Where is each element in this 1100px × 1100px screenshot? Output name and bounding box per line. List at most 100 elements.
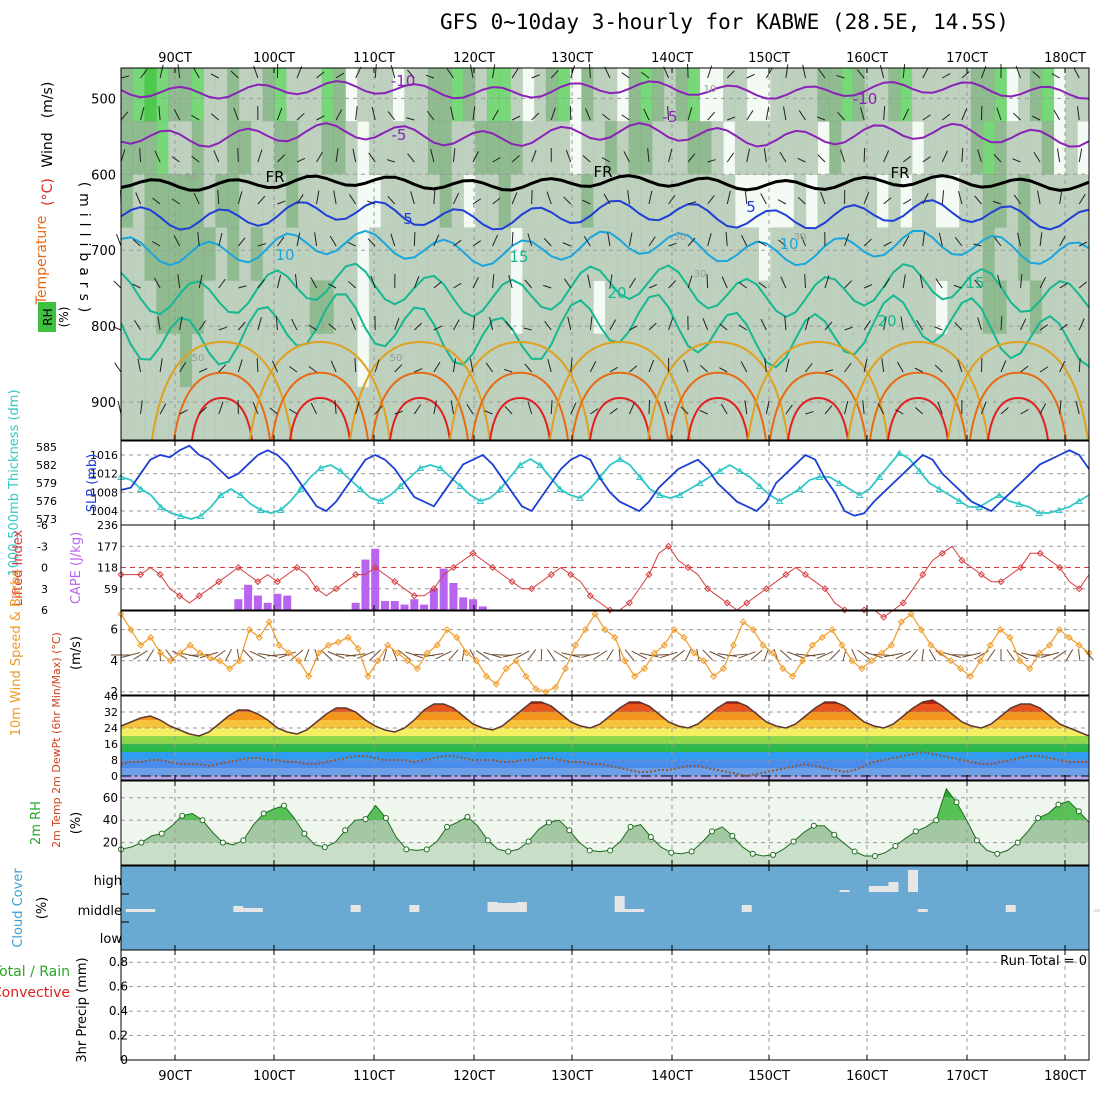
rh-shade-cell: [121, 174, 134, 228]
rh2m-axis-label: 2m RH: [29, 801, 44, 845]
rh-point: [770, 851, 777, 858]
cape-bar: [351, 602, 360, 610]
run-total-label: Run Total = 0: [1000, 954, 1087, 969]
wind-barb-10m: [461, 648, 465, 662]
cross-section-panel: [112, 63, 1090, 441]
wind-barb: [915, 407, 924, 415]
rh-shade-cell: [711, 386, 724, 441]
thickness-point: [855, 491, 864, 498]
wind-barb-10m: [618, 648, 621, 662]
pressure-tick-label: 600: [91, 168, 116, 183]
rh-shade-cell: [392, 121, 405, 175]
rh-shade-cell: [416, 280, 429, 335]
wind-barb: [687, 201, 697, 205]
wind-barb: [643, 108, 650, 121]
cloud-bar: [839, 890, 850, 892]
warm-contour: [947, 340, 1089, 441]
thickness-point: [496, 485, 505, 492]
wind-barb: [583, 236, 591, 247]
wind-speed-point: [986, 641, 994, 649]
rh-shade-cell: [687, 174, 700, 228]
rh-shade-cell: [1041, 121, 1055, 175]
contour-label: 20: [607, 284, 626, 302]
wind-barb: [132, 239, 141, 247]
rh-shade-cell: [569, 174, 582, 228]
x-tick-label-top: 90CT: [158, 51, 192, 66]
wind-barb: [433, 234, 440, 247]
rh-point: [729, 832, 736, 839]
wind-barb: [137, 358, 142, 373]
rh-shade-cell: [156, 280, 169, 335]
rh-shade-cell: [841, 121, 854, 175]
wind-barb: [738, 324, 748, 331]
rh-shade-cell: [758, 386, 771, 441]
cape-bar: [283, 595, 292, 610]
wind-barb: [374, 64, 377, 79]
contour-label: 30: [674, 232, 687, 243]
rh-shade-cell: [746, 333, 759, 388]
warm-contour: [847, 340, 989, 441]
wind-barb: [316, 71, 325, 79]
cloud-bar: [1093, 909, 1100, 912]
wind-barb: [316, 115, 325, 121]
rh-shade-cell: [368, 227, 382, 282]
wind-barb: [784, 316, 787, 331]
wind-speed-point: [423, 649, 431, 657]
rh-point: [872, 853, 879, 860]
temperature-unit-label: (°C): [40, 178, 56, 206]
wind-barb: [153, 277, 161, 289]
wind-barb: [120, 111, 129, 121]
wind-speed-point: [759, 641, 767, 649]
rh-shade-cell: [180, 386, 193, 441]
rh-shade-cell: [935, 121, 948, 175]
cloud-bar: [614, 896, 625, 912]
cloud-bar: [888, 882, 899, 892]
wind-barb: [582, 199, 591, 205]
wind-speed-point: [897, 618, 905, 626]
precip-tick-label: 0.4: [109, 1004, 128, 1018]
rh-shade-cell: [817, 280, 830, 335]
rh-shade-cell: [427, 333, 441, 388]
wind-barb: [277, 236, 285, 247]
wind-speed-point: [374, 657, 382, 665]
thickness-point: [715, 467, 724, 474]
rh-point: [586, 847, 593, 854]
wind-barb: [668, 280, 677, 289]
wind-speed-point: [927, 641, 935, 649]
wind-speed-point: [700, 657, 708, 665]
rh-shade-cell: [486, 227, 500, 282]
contour-label: 10: [704, 84, 717, 95]
wind-speed-point: [581, 626, 589, 634]
wind-barb: [641, 71, 650, 79]
rh-shade-cell: [593, 174, 606, 228]
wind-barb-10m: [121, 652, 141, 658]
wind-barb: [387, 195, 396, 205]
wind-barb: [992, 200, 1002, 205]
wind-barb: [296, 112, 305, 121]
wind-barb: [937, 401, 943, 415]
rh-shade-cell: [675, 121, 689, 175]
wind-barb: [191, 114, 200, 121]
wind-barb: [883, 316, 887, 331]
wind-barb: [355, 401, 360, 415]
wind-barb: [527, 401, 533, 415]
wind-speed-point: [473, 657, 481, 665]
lifted-index-point: [762, 585, 770, 593]
wind-barb: [511, 155, 520, 163]
wind-barb: [452, 148, 456, 163]
rh-shade-cell: [557, 68, 571, 122]
rh-shade-cell: [463, 227, 476, 282]
wind-barb: [524, 279, 533, 289]
rh-shade-cell: [498, 280, 512, 335]
lifted-index-point: [449, 563, 457, 572]
rh-shade-cell: [392, 227, 405, 282]
wind-barb: [961, 71, 970, 79]
wind-barb: [198, 406, 207, 415]
temperature-band: [121, 752, 1089, 760]
wind-barb: [859, 107, 865, 121]
wind-barb: [902, 108, 909, 121]
wind-barb: [414, 368, 423, 373]
warm-contour: [289, 396, 351, 441]
rh-shade-cell: [1041, 174, 1055, 228]
rh-shade-cell: [534, 68, 547, 122]
